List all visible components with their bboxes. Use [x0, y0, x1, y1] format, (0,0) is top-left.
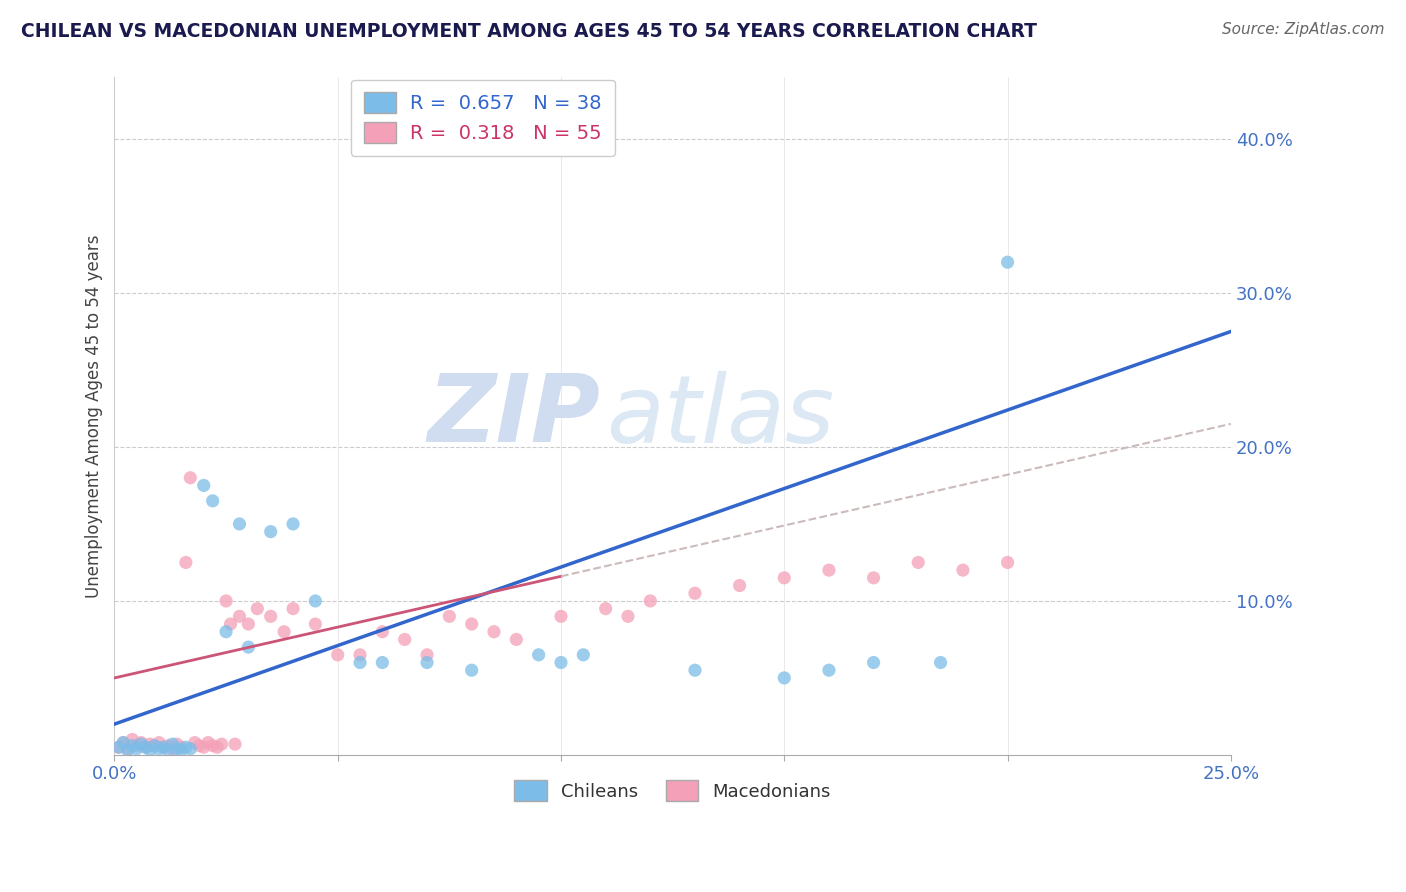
Point [211, 737, 233, 751]
Point [929, 656, 952, 670]
Point [184, 735, 207, 749]
Point [193, 478, 215, 492]
Point [129, 735, 152, 749]
Point [129, 737, 152, 751]
Point [482, 624, 505, 639]
Text: CHILEAN VS MACEDONIAN UNEMPLOYMENT AMONG AGES 45 TO 54 YEARS CORRELATION CHART: CHILEAN VS MACEDONIAN UNEMPLOYMENT AMONG… [21, 22, 1038, 41]
Point [281, 601, 304, 615]
Point [773, 671, 796, 685]
Point [135, 740, 157, 755]
Point [818, 663, 841, 677]
Point [773, 571, 796, 585]
Text: Source: ZipAtlas.com: Source: ZipAtlas.com [1222, 22, 1385, 37]
Point [108, 740, 131, 755]
Point [572, 648, 595, 662]
Point [170, 743, 193, 757]
Legend: Chileans, Macedonians: Chileans, Macedonians [502, 767, 844, 814]
Point [179, 741, 201, 756]
Point [135, 740, 157, 755]
Point [108, 740, 131, 755]
Point [683, 663, 706, 677]
Point [219, 617, 242, 632]
Point [188, 739, 211, 753]
Point [193, 740, 215, 755]
Text: ZIP: ZIP [427, 370, 600, 462]
Point [460, 663, 482, 677]
Point [201, 739, 224, 753]
Point [997, 255, 1019, 269]
Point [371, 656, 394, 670]
Point [304, 594, 326, 608]
Point [862, 656, 884, 670]
Point [197, 735, 219, 749]
Point [117, 743, 139, 757]
Point [143, 739, 166, 753]
Point [505, 632, 527, 647]
Point [112, 735, 135, 749]
Point [862, 571, 884, 585]
Point [683, 586, 706, 600]
Point [162, 741, 184, 756]
Point [125, 739, 148, 753]
Point [166, 737, 188, 751]
Point [281, 516, 304, 531]
Point [201, 493, 224, 508]
Point [728, 578, 751, 592]
Point [640, 594, 662, 608]
Point [156, 743, 179, 757]
Point [174, 740, 197, 755]
Point [205, 740, 228, 755]
Point [152, 740, 174, 755]
Point [156, 739, 179, 753]
Point [143, 739, 166, 753]
Point [139, 737, 162, 751]
Point [394, 632, 416, 647]
Point [997, 556, 1019, 570]
Point [439, 609, 461, 624]
Text: atlas: atlas [606, 371, 834, 462]
Point [349, 648, 371, 662]
Point [527, 648, 550, 662]
Point [215, 624, 238, 639]
Point [152, 740, 174, 755]
Point [550, 609, 572, 624]
Point [179, 471, 201, 485]
Point [273, 624, 295, 639]
Y-axis label: Unemployment Among Ages 45 to 54 years: Unemployment Among Ages 45 to 54 years [86, 235, 103, 598]
Point [139, 743, 162, 757]
Point [215, 594, 238, 608]
Point [371, 624, 394, 639]
Point [907, 556, 929, 570]
Point [326, 648, 349, 662]
Point [260, 609, 283, 624]
Point [304, 617, 326, 632]
Point [260, 524, 283, 539]
Point [166, 741, 188, 756]
Point [246, 601, 269, 615]
Point [416, 656, 439, 670]
Point [148, 741, 170, 756]
Point [238, 640, 260, 654]
Point [349, 656, 371, 670]
Point [117, 741, 139, 756]
Point [121, 739, 143, 753]
Point [125, 741, 148, 756]
Point [112, 735, 135, 749]
Point [224, 737, 246, 751]
Point [238, 617, 260, 632]
Point [416, 648, 439, 662]
Point [228, 609, 250, 624]
Point [170, 740, 193, 755]
Point [550, 656, 572, 670]
Point [121, 732, 143, 747]
Point [174, 556, 197, 570]
Point [228, 516, 250, 531]
Point [952, 563, 974, 577]
Point [617, 609, 640, 624]
Point [162, 737, 184, 751]
Point [148, 735, 170, 749]
Point [818, 563, 841, 577]
Point [460, 617, 482, 632]
Point [595, 601, 617, 615]
